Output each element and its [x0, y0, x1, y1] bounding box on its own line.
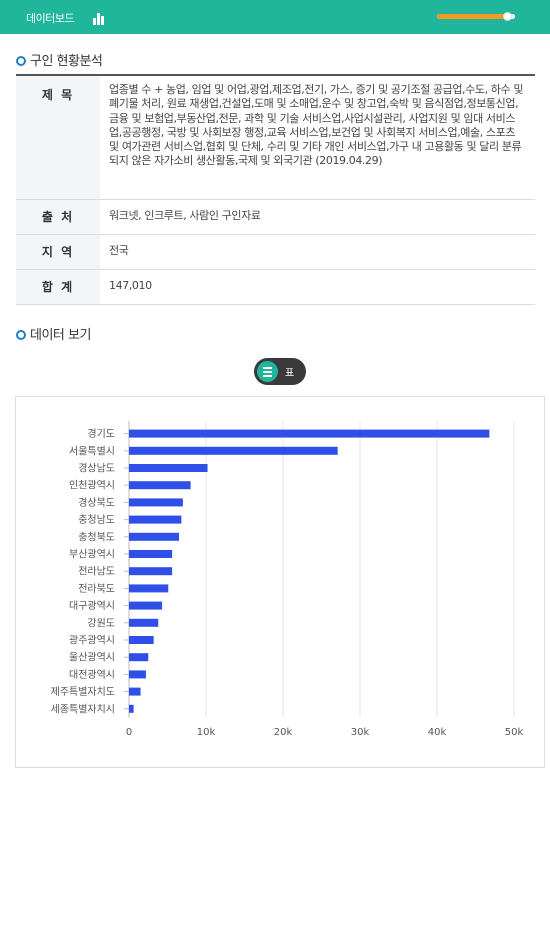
y-category-label: 강원도 — [87, 617, 115, 629]
y-category-label: 제주특별자치도 — [51, 686, 115, 698]
bar[interactable] — [129, 670, 146, 679]
bar[interactable] — [129, 567, 173, 576]
x-tick-label: 40k — [428, 727, 447, 738]
y-category-label: 경기도 — [87, 427, 115, 440]
slider-knob[interactable] — [503, 12, 513, 21]
bar-chart: 0 10k 20k 30k 40k 50k 경기도서울특별시경상남도인천광역시경상북도충청남… — [51, 421, 524, 738]
bar[interactable] — [129, 481, 191, 490]
x-tick-label: 20k — [274, 727, 293, 738]
y-category-label: 부산광역시 — [69, 549, 115, 561]
info-row-region: 지 역 전국 — [16, 234, 535, 270]
list-icon[interactable] — [257, 361, 278, 382]
info-row-total: 합 계 147,010 — [16, 269, 535, 305]
section-title-text: 데이터 보기 — [30, 328, 91, 343]
section-title-recruit: 구인 현황분석 — [16, 50, 103, 69]
info-value: 전국 — [100, 234, 535, 270]
table-view-label[interactable]: 표 — [285, 368, 295, 379]
info-label: 출 처 — [16, 199, 100, 235]
bar[interactable] — [129, 653, 149, 662]
bar-chart-icon[interactable] — [93, 11, 107, 25]
y-category-label: 울산광역시 — [69, 652, 115, 664]
bar[interactable] — [129, 704, 134, 713]
y-category-label: 경상북도 — [78, 496, 115, 509]
info-value: 147,010 — [100, 269, 535, 305]
x-tick-label: 30k — [351, 727, 370, 738]
bar[interactable] — [129, 515, 182, 524]
section-title-text: 구인 현황분석 — [30, 54, 103, 69]
bar[interactable] — [129, 584, 169, 593]
app-title[interactable]: 데이터보드 — [26, 12, 75, 25]
info-value: 업종별 수 + 농업, 임업 및 어업,광업,제조업,전기, 가스, 증기 및 … — [100, 75, 535, 200]
bullet-icon — [16, 330, 26, 340]
y-category-label: 광주광역시 — [69, 635, 115, 647]
info-row-title: 제 목 업종별 수 + 농업, 임업 및 어업,광업,제조업,전기, 가스, 증… — [16, 75, 535, 200]
info-row-source: 출 처 워크넷, 인크루트, 사람인 구인자료 — [16, 199, 535, 235]
y-category-label: 전라북도 — [78, 583, 115, 595]
bar[interactable] — [129, 601, 163, 610]
bar[interactable] — [129, 618, 159, 627]
y-category-label: 충청남도 — [78, 514, 115, 526]
top-bar: 데이터보드 — [0, 0, 550, 34]
bullet-icon — [16, 56, 26, 66]
y-category-label: 대전광역시 — [69, 669, 115, 681]
info-label: 지 역 — [16, 234, 100, 270]
slider-fill — [437, 14, 508, 19]
bar[interactable] — [129, 636, 154, 644]
x-tick-label: 50k — [505, 727, 524, 738]
bar[interactable] — [129, 446, 338, 455]
y-category-label: 충청북도 — [78, 531, 115, 543]
chart-table-toggle[interactable]: 표 — [254, 358, 306, 385]
x-tick-label: 10k — [197, 727, 216, 738]
bar[interactable] — [129, 429, 490, 438]
bar[interactable] — [129, 464, 208, 472]
bar[interactable] — [129, 498, 183, 507]
bar[interactable] — [129, 687, 141, 696]
y-category-label: 서울특별시 — [69, 445, 115, 457]
bar[interactable] — [129, 550, 173, 558]
info-label: 합 계 — [16, 269, 100, 305]
y-category-label: 전라남도 — [78, 566, 115, 578]
y-category-label: 경상남도 — [78, 462, 115, 475]
y-category-label: 대구광역시 — [69, 600, 115, 612]
y-category-label: 세종특별자치시 — [51, 703, 115, 715]
info-label: 제 목 — [16, 75, 100, 200]
section-title-data-view: 데이터 보기 — [16, 324, 91, 343]
y-category-label: 인천광역시 — [69, 480, 115, 492]
info-value: 워크넷, 인크루트, 사람인 구인자료 — [100, 199, 535, 235]
font-size-slider[interactable] — [437, 11, 522, 23]
bar[interactable] — [129, 532, 180, 541]
x-tick-label: 0 — [126, 727, 132, 738]
info-table: 제 목 업종별 수 + 농업, 임업 및 어업,광업,제조업,전기, 가스, 증… — [16, 74, 535, 305]
